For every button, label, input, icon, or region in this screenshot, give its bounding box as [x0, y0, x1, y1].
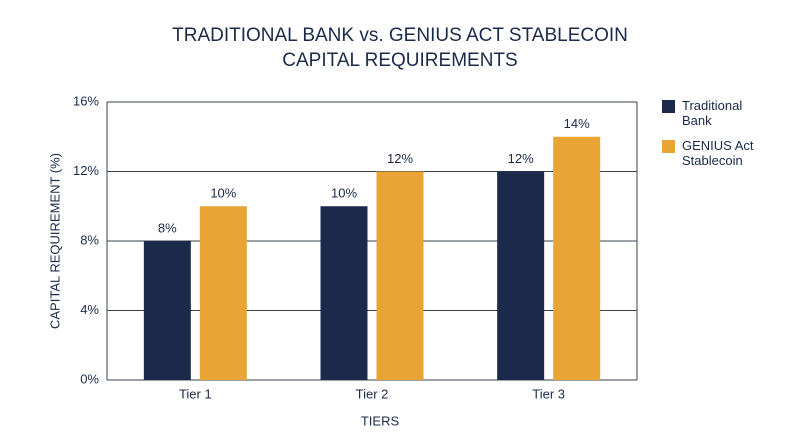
x-tick-label: Tier 3	[532, 386, 565, 401]
legend-label: GENIUS Act Stablecoin	[682, 138, 754, 168]
value-label: 12%	[508, 151, 534, 166]
legend-item: GENIUS Act Stablecoin	[662, 138, 772, 168]
y-tick-label: 0%	[80, 371, 99, 386]
value-label: 10%	[210, 186, 236, 201]
y-tick-label: 8%	[80, 232, 99, 247]
value-label: 8%	[158, 220, 177, 235]
x-tick-label: Tier 2	[356, 386, 389, 401]
bar	[376, 171, 424, 380]
bar	[143, 241, 191, 380]
value-label: 10%	[331, 186, 357, 201]
y-axis-label: CAPITAL REQUIREMENT (%)	[47, 153, 62, 329]
legend-swatch	[662, 140, 675, 153]
chart-title: CAPITAL REQUIREMENTS	[282, 50, 517, 71]
bar	[553, 136, 601, 380]
y-tick-label: 12%	[73, 163, 99, 178]
x-tick-label: Tier 1	[179, 386, 212, 401]
value-label: 12%	[387, 151, 413, 166]
bar	[497, 171, 545, 380]
legend-swatch	[662, 100, 675, 113]
value-label: 14%	[564, 116, 590, 131]
bar	[199, 206, 247, 380]
legend: Traditional Bank GENIUS Act Stablecoin	[662, 98, 772, 178]
y-tick-label: 4%	[80, 302, 99, 317]
y-tick-label: 16%	[73, 93, 99, 108]
legend-item: Traditional Bank	[662, 98, 772, 128]
x-axis-label: TIERS	[361, 413, 400, 428]
legend-label: Traditional Bank	[682, 98, 743, 128]
chart-title: TRADITIONAL BANK vs. GENIUS ACT STABLECO…	[172, 25, 628, 46]
bar	[320, 206, 368, 380]
